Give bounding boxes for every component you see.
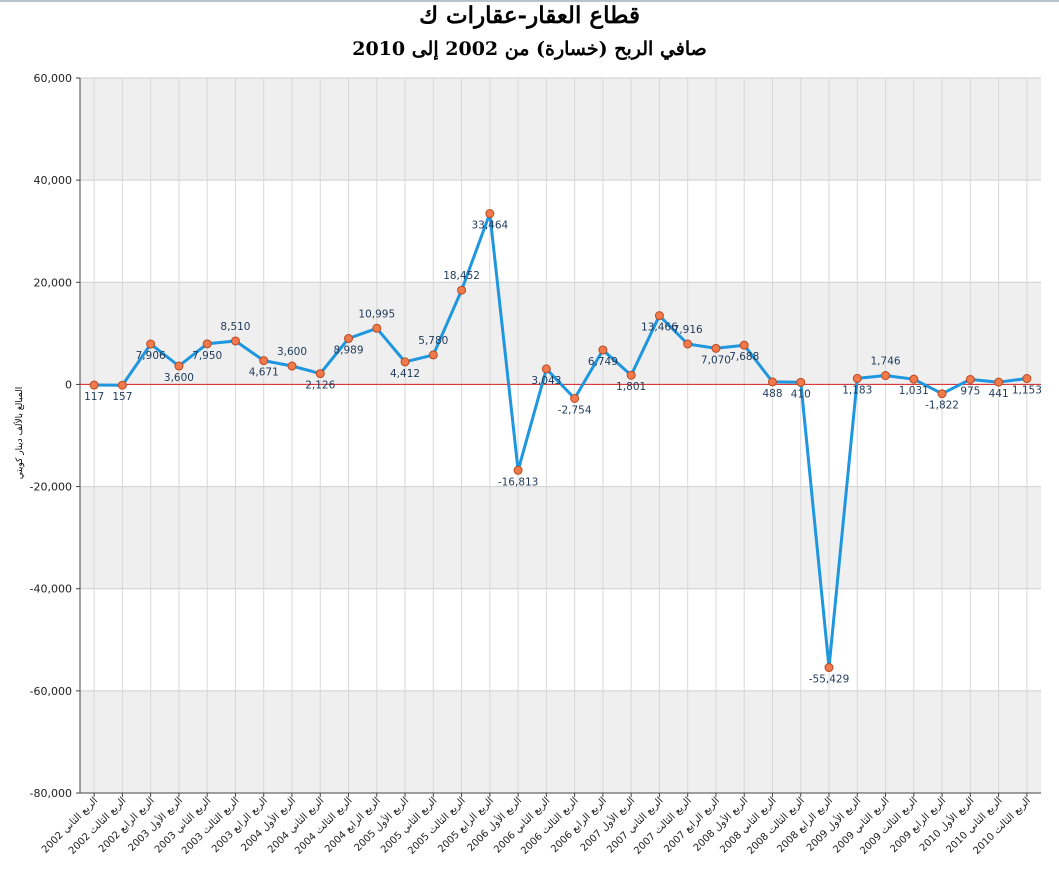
y-tick-label: -20,000 bbox=[30, 481, 72, 494]
y-tick-label: 60,000 bbox=[34, 72, 73, 85]
data-label: 3,043 bbox=[531, 375, 561, 387]
data-label: -16,813 bbox=[498, 476, 539, 488]
chart-subtitle: صافي الربح (خسارة) من 2002 إلى 2010 bbox=[352, 38, 707, 60]
data-point bbox=[287, 361, 297, 371]
data-point bbox=[372, 323, 382, 333]
data-label: 3,600 bbox=[277, 346, 307, 358]
top-border bbox=[0, 0, 1059, 2]
data-label: 1,746 bbox=[871, 356, 901, 368]
horizontal-gridlines bbox=[80, 77, 1041, 794]
y-tick-label: 20,000 bbox=[34, 276, 73, 289]
data-label: -2,754 bbox=[558, 404, 592, 416]
data-point bbox=[767, 377, 777, 387]
data-point bbox=[146, 339, 156, 349]
data-label: 7,916 bbox=[673, 324, 703, 336]
data-label: -1,822 bbox=[925, 400, 959, 412]
y-tick-label: 0 bbox=[65, 378, 72, 391]
grid-band bbox=[80, 78, 1041, 181]
data-point bbox=[654, 311, 664, 321]
data-point bbox=[457, 285, 467, 295]
data-label: 7,688 bbox=[729, 351, 759, 363]
data-point bbox=[344, 334, 354, 344]
data-label: 13,466 bbox=[641, 322, 678, 334]
data-point bbox=[428, 350, 438, 360]
data-point bbox=[881, 371, 891, 381]
data-label: -55,429 bbox=[809, 674, 850, 686]
vertical-gridlines bbox=[93, 78, 1028, 793]
data-points bbox=[89, 209, 1032, 673]
series-line bbox=[94, 212, 1028, 669]
data-label: 8,510 bbox=[220, 321, 250, 333]
y-tick-label: -80,000 bbox=[30, 787, 72, 800]
data-label: 1,801 bbox=[616, 381, 646, 393]
data-label: 6,749 bbox=[588, 356, 618, 368]
y-tick-label: -60,000 bbox=[30, 685, 72, 698]
data-label: 975 bbox=[960, 385, 980, 397]
data-point bbox=[739, 340, 749, 350]
data-point bbox=[117, 380, 127, 390]
data-label: 10,995 bbox=[358, 308, 395, 320]
y-tick-labels: 60,000 40,000 20,000 0 -20,000 -40,000 -60,000… bbox=[30, 72, 72, 800]
data-label: 5,780 bbox=[418, 335, 448, 347]
data-point bbox=[994, 377, 1004, 387]
data-label: 1,031 bbox=[899, 385, 929, 397]
data-point bbox=[570, 393, 580, 403]
data-point bbox=[909, 374, 919, 384]
data-label: 1,153 bbox=[1012, 385, 1042, 397]
data-label: 1,183 bbox=[842, 384, 872, 396]
data-labels: 117 157 7,906 3,600 7,950 8,510 4,671 3,600 2,12… bbox=[84, 220, 1042, 686]
data-point bbox=[400, 357, 410, 367]
data-label: 488 bbox=[762, 388, 782, 400]
data-point bbox=[513, 465, 523, 475]
data-label: 410 bbox=[791, 388, 811, 400]
data-point bbox=[626, 370, 636, 380]
data-point bbox=[541, 364, 551, 374]
data-label: 7,906 bbox=[136, 350, 166, 362]
data-label: 7,950 bbox=[192, 350, 222, 362]
data-point bbox=[852, 373, 862, 383]
data-point bbox=[824, 663, 834, 673]
data-point bbox=[174, 361, 184, 371]
data-label: 117 bbox=[84, 391, 104, 403]
data-label: 157 bbox=[112, 391, 132, 403]
y-tick-label: 40,000 bbox=[34, 174, 73, 187]
data-label: 8,989 bbox=[333, 345, 363, 357]
data-point bbox=[259, 356, 269, 366]
data-label: 18,452 bbox=[443, 270, 480, 282]
data-label: 33,464 bbox=[471, 220, 508, 232]
data-label: 441 bbox=[989, 388, 1009, 400]
data-point bbox=[1022, 374, 1032, 384]
y-tick-label: -40,000 bbox=[30, 583, 72, 596]
data-point bbox=[315, 369, 325, 379]
data-point bbox=[965, 374, 975, 384]
grid-band bbox=[80, 486, 1041, 589]
data-point bbox=[89, 380, 99, 390]
data-label: 7,070 bbox=[701, 354, 731, 366]
axes bbox=[76, 77, 1041, 797]
data-point bbox=[796, 377, 806, 387]
series-polyline bbox=[94, 212, 1028, 669]
data-label: 2,126 bbox=[305, 380, 335, 392]
data-point bbox=[683, 339, 693, 349]
data-label: 4,671 bbox=[249, 367, 279, 379]
data-label: 4,412 bbox=[390, 368, 420, 380]
data-point bbox=[202, 339, 212, 349]
data-point bbox=[711, 343, 721, 353]
background-bands bbox=[80, 78, 1041, 793]
data-point bbox=[230, 336, 240, 346]
data-label: 3,600 bbox=[164, 372, 194, 384]
data-point bbox=[937, 389, 947, 399]
data-point bbox=[485, 209, 495, 219]
grid-band bbox=[80, 282, 1041, 385]
data-point bbox=[598, 345, 608, 355]
chart-title: قطاع العقار-عقارات ك bbox=[419, 2, 640, 29]
grid-band bbox=[80, 690, 1041, 793]
